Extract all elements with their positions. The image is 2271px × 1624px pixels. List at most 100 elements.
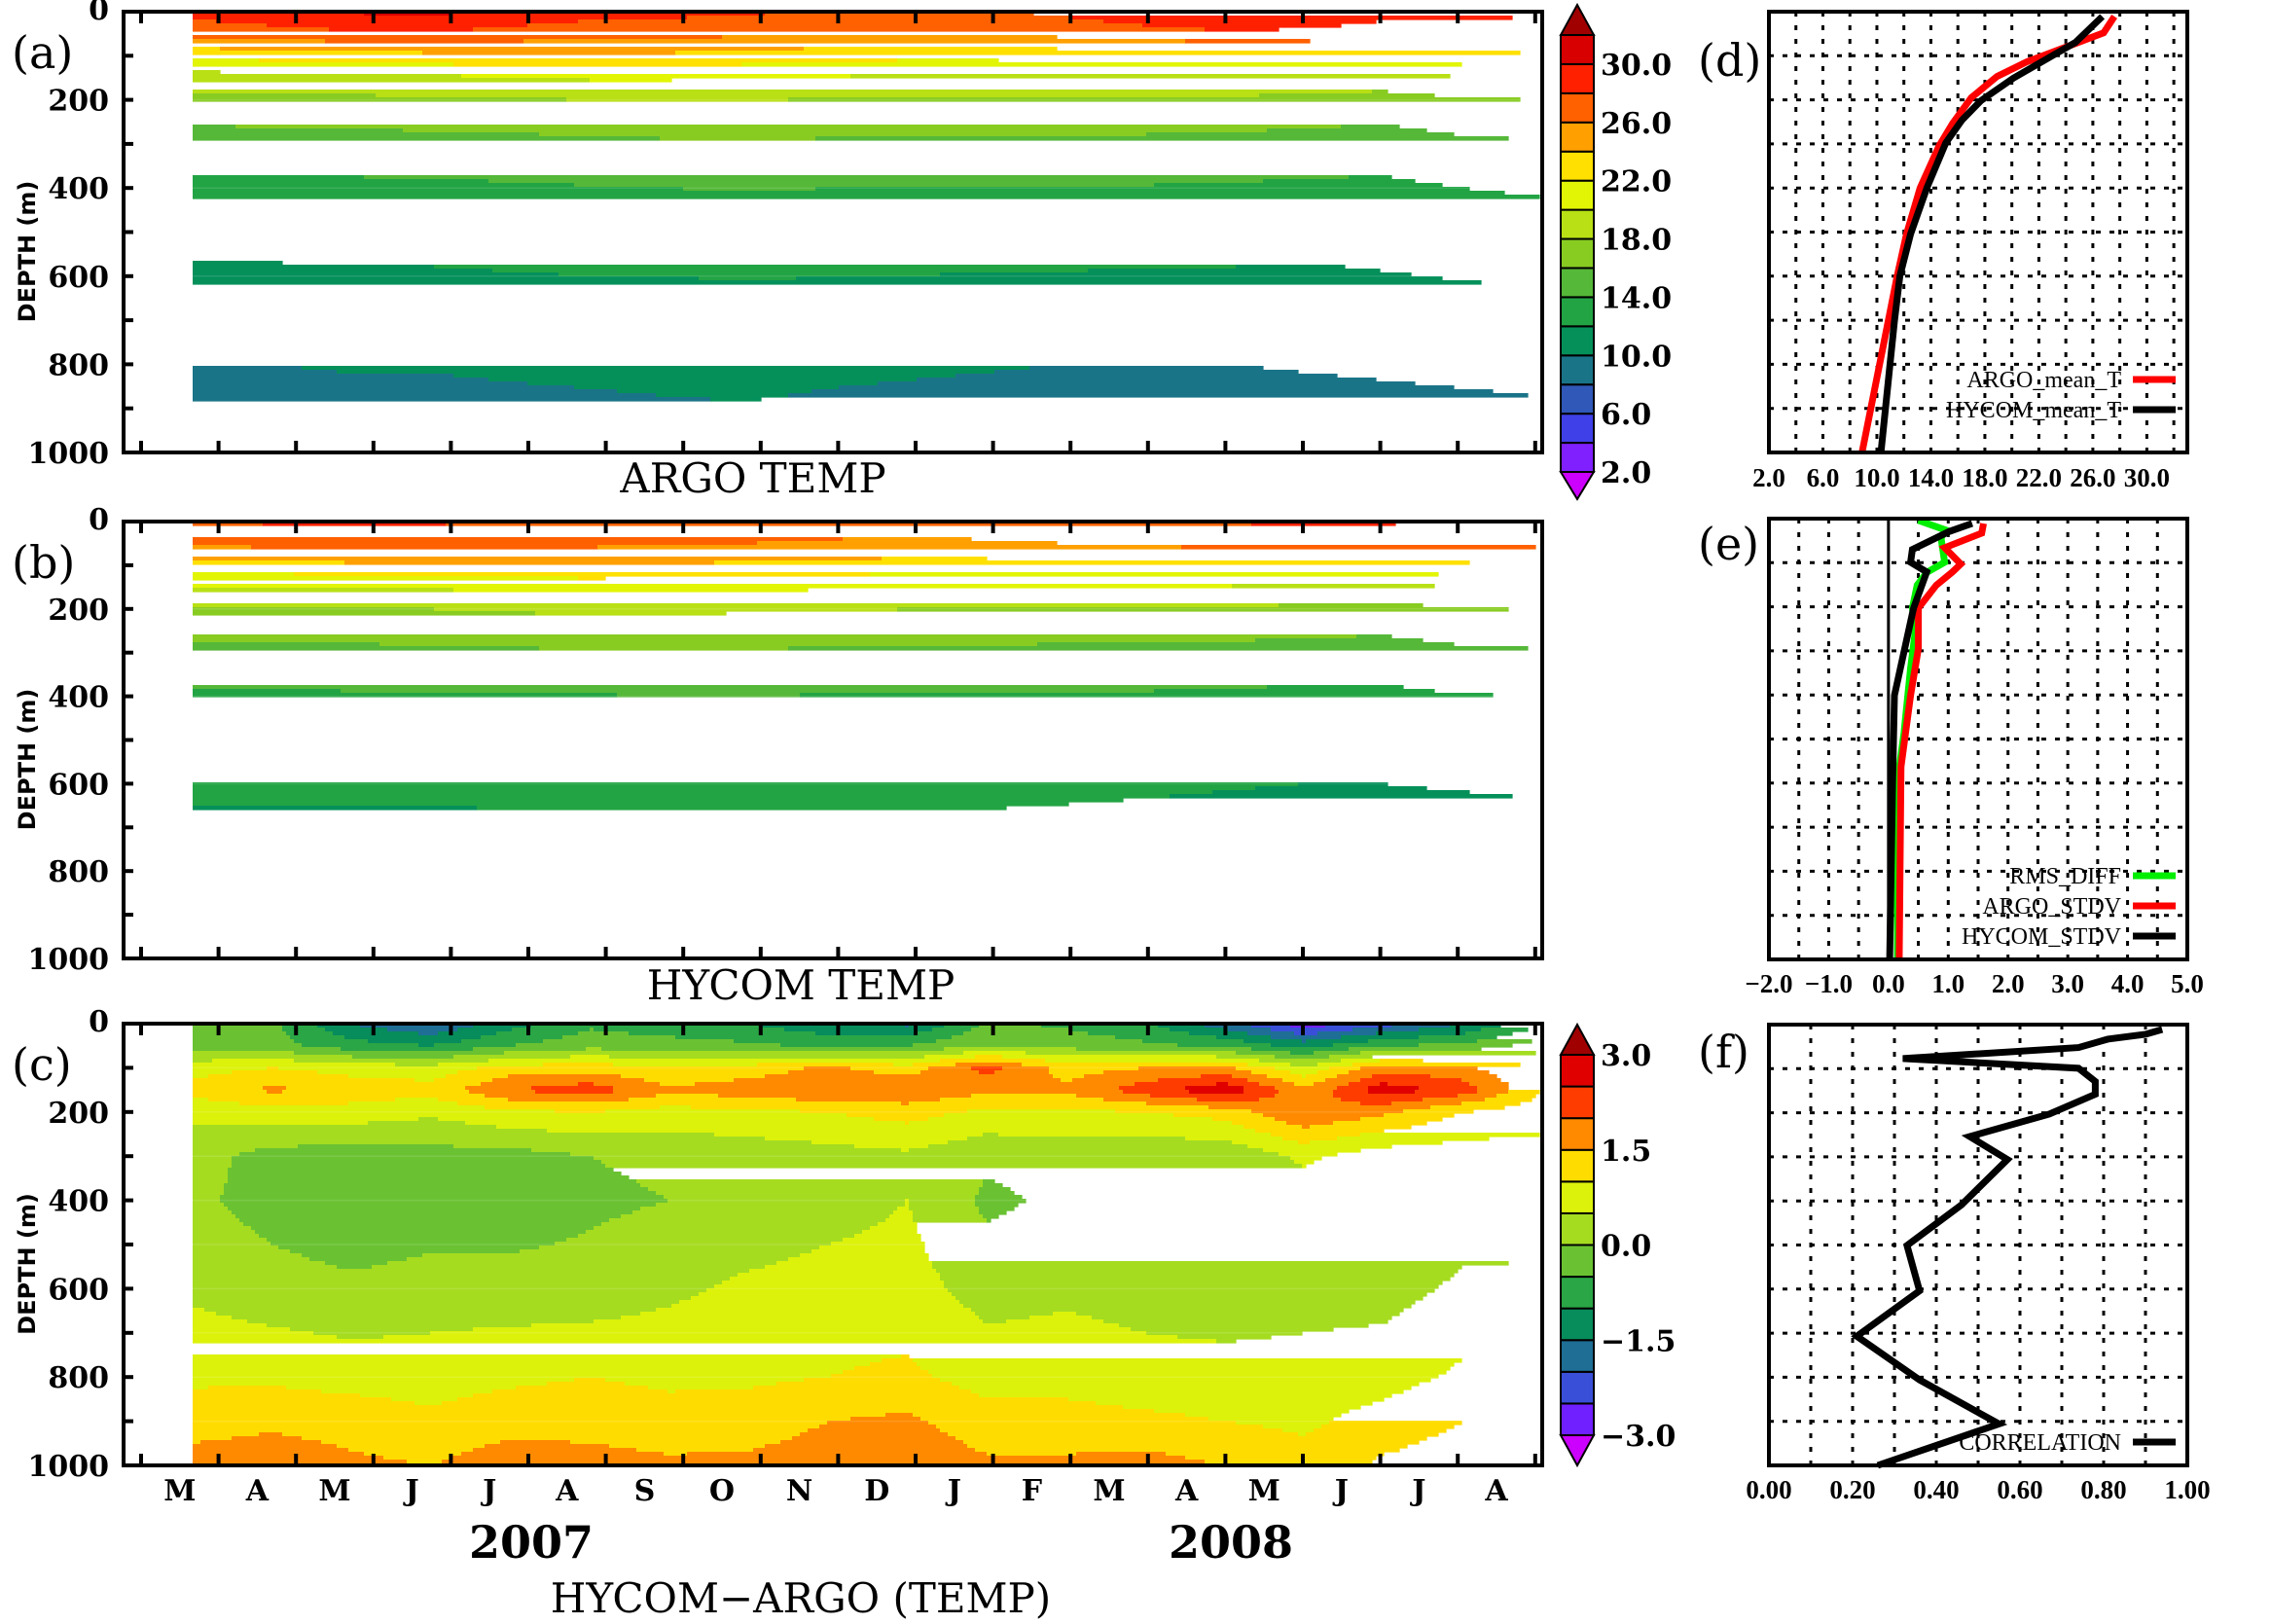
contour-fill	[485, 1105, 661, 1110]
contour-fill	[609, 1218, 886, 1223]
contour-fill	[913, 1043, 1178, 1048]
contour-fill	[193, 1168, 229, 1173]
contour-fill	[193, 1432, 260, 1437]
contour-fill	[193, 374, 454, 379]
contour-fill	[235, 1214, 622, 1219]
contour-fill	[811, 1249, 925, 1254]
contour-fill	[975, 1195, 1023, 1200]
contour-fill	[193, 132, 540, 137]
contour-fill	[481, 1035, 563, 1040]
contour-fill	[1177, 1043, 1272, 1048]
contour-fill	[944, 1047, 1077, 1052]
contour-fill	[761, 1024, 906, 1029]
contour-fill	[644, 1078, 735, 1083]
contour-fill	[979, 1316, 1030, 1320]
contour-fill	[1232, 1121, 1287, 1126]
contour-fill	[1002, 1066, 1050, 1071]
contour-fill	[613, 1086, 1120, 1091]
contour-fill	[309, 1257, 408, 1262]
contour-fill	[1341, 1098, 1424, 1102]
contour-fill	[255, 1230, 587, 1235]
contour-fill	[220, 1199, 668, 1204]
contour-fill	[1259, 1098, 1342, 1102]
contour-fill	[193, 1456, 384, 1461]
contour-fill	[971, 1094, 1077, 1099]
contour-fill	[636, 1448, 754, 1453]
y-tick-label: 400	[48, 681, 109, 715]
contour-fill	[1103, 19, 1377, 24]
contour-fill	[547, 1382, 626, 1387]
contour-fill	[963, 1304, 1412, 1309]
contour-fill	[193, 798, 1124, 803]
contour-fill	[699, 276, 797, 281]
plot-frame	[1767, 517, 2189, 961]
contour-fill	[193, 1063, 396, 1067]
contour-fill	[710, 397, 762, 402]
contour-fill	[765, 12, 1034, 17]
contour-fill	[784, 1028, 933, 1032]
contour-fill	[843, 537, 972, 542]
contour-fill	[586, 1047, 602, 1052]
contour-fill	[1314, 1082, 1350, 1087]
contour-fill	[1391, 1101, 1462, 1106]
contour-fill	[1282, 1078, 1326, 1083]
contour-panel-a: 0 200 400 600 800 1000 DEPTH (m)	[14, 0, 1544, 471]
contour-fill	[613, 1063, 758, 1067]
month-label: J	[1332, 1474, 1349, 1508]
contour-fill	[1349, 1047, 1482, 1052]
contour-fill	[379, 642, 1038, 647]
contour-fill	[1076, 1094, 1151, 1099]
contour-fill	[940, 1378, 1431, 1383]
contour-fill	[815, 1031, 918, 1036]
legend-label: HYCOM_mean_T	[1946, 398, 2121, 423]
contour-fill	[1415, 1090, 1478, 1095]
contour-fill	[578, 19, 1104, 24]
contour-fill	[523, 39, 1186, 44]
contour-fill	[193, 790, 1213, 795]
contour-fill	[1263, 1425, 1322, 1429]
y-tick-label: 0	[89, 503, 109, 537]
contour-fill	[208, 1386, 287, 1390]
contour-fill	[808, 1428, 941, 1433]
contour-fill	[216, 19, 579, 24]
colorbar-bin	[1560, 1402, 1595, 1436]
contour-fill	[765, 1137, 968, 1141]
colorbar-bin	[1560, 1117, 1595, 1151]
contour-fill	[983, 1183, 1003, 1188]
contour-fill	[1368, 1086, 1420, 1091]
colorbar-bin	[1560, 442, 1595, 474]
contour-fill	[193, 125, 236, 129]
month-label: S	[634, 1474, 656, 1508]
contour-fill	[889, 1214, 914, 1219]
contour-fill	[882, 557, 988, 561]
contour-fill	[979, 1210, 1007, 1215]
contour-fill	[952, 1292, 1427, 1297]
contour-fill	[1049, 1070, 1104, 1075]
y-axis-label: DEPTH (m)	[14, 181, 41, 323]
contour-fill	[1131, 1327, 1334, 1332]
contour-fill	[1026, 1051, 1237, 1056]
contour-fill	[1244, 1090, 1280, 1095]
contour-fill	[488, 378, 918, 382]
contour-fill	[1419, 1086, 1478, 1091]
contour-fill	[193, 1327, 291, 1332]
contour-fill	[422, 51, 676, 55]
series-line	[1851, 1026, 2164, 1469]
contour-fill	[1255, 786, 1427, 791]
contour-fill	[967, 1109, 1116, 1114]
contour-fill	[204, 1308, 657, 1313]
contour-fill	[987, 1218, 991, 1223]
year-label-2007: 2007	[469, 1516, 594, 1569]
contour-fill	[1201, 1074, 1233, 1079]
x-tick-label: 1.0	[1931, 969, 1965, 998]
contour-fill	[453, 374, 956, 379]
contour-fill	[352, 1055, 454, 1060]
contour-fill	[1298, 782, 1388, 787]
contour-fill	[714, 560, 1470, 565]
contour-fill	[975, 1055, 1003, 1060]
contour-fill	[235, 125, 1342, 129]
month-label: M	[318, 1474, 350, 1508]
contour-fill	[193, 557, 883, 561]
contour-fill	[232, 1436, 303, 1441]
y-tick-label: 800	[48, 348, 109, 382]
